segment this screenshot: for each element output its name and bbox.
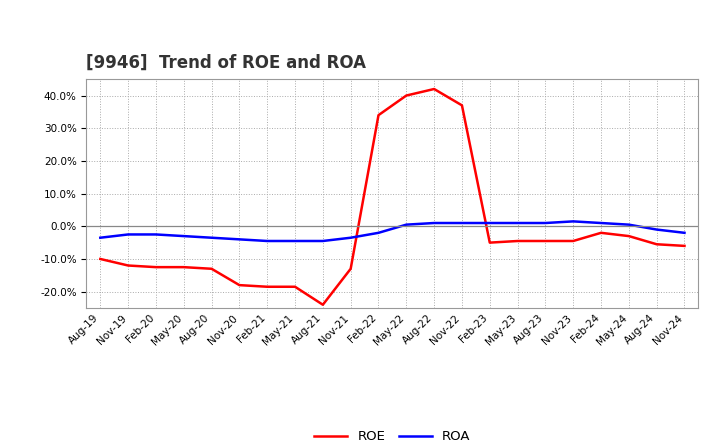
ROE — [152, 264, 161, 270]
ROA — [207, 235, 216, 240]
ROA — [402, 222, 410, 227]
ROE — [458, 103, 467, 108]
ROE — [124, 263, 132, 268]
ROA — [235, 237, 243, 242]
ROA — [179, 234, 188, 239]
ROA — [652, 227, 661, 232]
Legend: ROE, ROA: ROE, ROA — [314, 430, 471, 440]
ROA — [458, 220, 467, 226]
ROE — [485, 240, 494, 245]
Line: ROE: ROE — [100, 89, 685, 305]
ROE — [263, 284, 271, 290]
ROE — [318, 302, 327, 308]
ROE — [96, 257, 104, 262]
ROE — [513, 238, 522, 244]
ROE — [652, 242, 661, 247]
ROE — [207, 266, 216, 271]
ROA — [624, 222, 633, 227]
ROE — [624, 234, 633, 239]
ROE — [680, 243, 689, 249]
ROA — [318, 238, 327, 244]
ROE — [374, 113, 383, 118]
ROE — [179, 264, 188, 270]
ROE — [597, 230, 606, 235]
ROE — [291, 284, 300, 290]
ROA — [680, 230, 689, 235]
ROE — [541, 238, 550, 244]
ROA — [124, 232, 132, 237]
ROA — [597, 220, 606, 226]
ROA — [152, 232, 161, 237]
ROE — [430, 86, 438, 92]
ROE — [346, 266, 355, 271]
ROA — [569, 219, 577, 224]
ROA — [263, 238, 271, 244]
ROA — [346, 235, 355, 240]
ROA — [96, 235, 104, 240]
ROA — [485, 220, 494, 226]
ROA — [374, 230, 383, 235]
Line: ROA: ROA — [100, 221, 685, 241]
Text: [9946]  Trend of ROE and ROA: [9946] Trend of ROE and ROA — [86, 54, 366, 72]
ROE — [569, 238, 577, 244]
ROA — [513, 220, 522, 226]
ROA — [541, 220, 550, 226]
ROA — [291, 238, 300, 244]
ROA — [430, 220, 438, 226]
ROE — [402, 93, 410, 98]
ROE — [235, 282, 243, 288]
